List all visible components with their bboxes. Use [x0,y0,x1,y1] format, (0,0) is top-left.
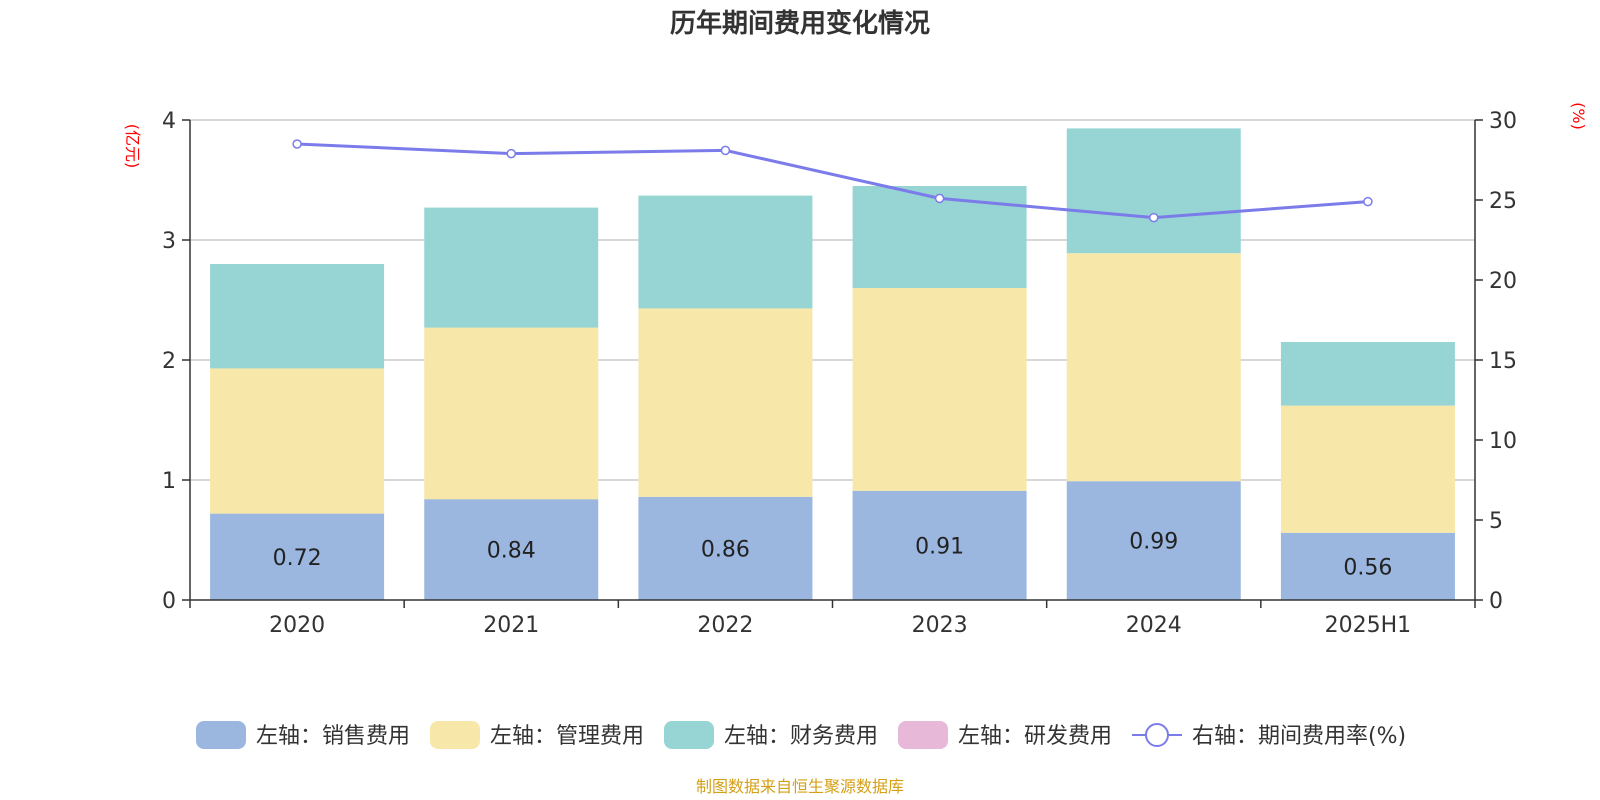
legend-label: 左轴：财务费用 [724,724,878,749]
data-label: 0.99 [1129,530,1178,555]
bar-segment [210,513,385,600]
legend-label: 左轴：研发费用 [958,724,1112,749]
data-label: 0.56 [1343,555,1392,580]
legend-swatch [196,721,246,749]
rate-point [934,193,945,204]
source-note: 制图数据来自恒生聚源数据库 [696,777,904,796]
grid [190,119,1475,481]
bar-segment [1066,253,1241,482]
axes: 0 1 2 3 4 0 5 10 15 20 25 30 2020 2021 2022 2023 2024 202… [162,109,1517,638]
legend-label: 左轴：销售费用 [256,724,410,749]
bar-segment [210,368,385,514]
legend-label: 左轴：管理费用 [490,724,644,749]
rate-point [1363,196,1373,207]
bars: 0.72 0.84 0.86 0.91 0.99 0.56 [210,128,1455,600]
left-tick-label: 2 [162,349,176,374]
x-tick-label: 2021 [483,613,539,638]
right-tick-label: 30 [1489,109,1517,134]
right-tick-label: 0 [1489,589,1503,614]
x-tick-label: 2020 [269,613,325,638]
legend-swatch [664,721,714,749]
right-tick-label: 5 [1489,509,1503,534]
data-label: 0.91 [915,534,964,559]
right-tick-label: 25 [1489,189,1517,214]
bar-segment [424,499,599,600]
left-axis-unit: (亿元) [123,124,142,169]
right-tick-label: 20 [1489,269,1517,294]
legend-swatch [898,721,948,749]
legend-label: 右轴：期间费用率(%) [1192,724,1406,749]
bar-segment [852,490,1027,600]
left-tick-label: 4 [162,109,176,134]
rate-point [506,148,516,159]
bar-segment [1280,405,1455,533]
rate-point [292,139,302,149]
bar-segment [638,195,813,309]
right-tick-label: 15 [1489,349,1517,374]
x-tick-label: 2025H1 [1325,613,1412,638]
bar-segment [424,207,599,328]
bar-segment [210,264,385,369]
legend-marker [1145,723,1169,747]
rate-line [292,139,1373,223]
bar-segment [1066,128,1241,254]
x-tick-label: 2024 [1126,613,1182,638]
x-tick-label: 2023 [912,613,968,638]
legend: 左轴：销售费用 左轴：管理费用 左轴：财务费用 左轴：研发费用 右轴：期间费用率(%) [196,721,1406,749]
data-label: 0.72 [273,546,322,571]
bar-segment [852,288,1027,491]
rate-point [720,145,731,156]
rate-point [1149,212,1159,223]
bar-segment [424,327,599,500]
right-tick-label: 10 [1489,429,1517,454]
data-label: 0.84 [487,539,536,564]
data-label: 0.86 [701,537,750,562]
left-tick-label: 1 [162,469,176,494]
rate-polyline [297,142,1369,220]
bar-segment [1066,481,1241,600]
chart-title: 历年期间费用变化情况 [670,8,930,39]
bar-segment [1280,342,1455,406]
legend-swatch [430,721,480,749]
x-tick-label: 2022 [697,613,753,638]
bar-segment [1280,532,1455,600]
bar-segment [638,308,813,497]
bar-segment [638,496,813,600]
left-tick-label: 3 [162,229,176,254]
left-tick-label: 0 [162,589,176,614]
right-axis-unit: (%) [1569,102,1588,130]
